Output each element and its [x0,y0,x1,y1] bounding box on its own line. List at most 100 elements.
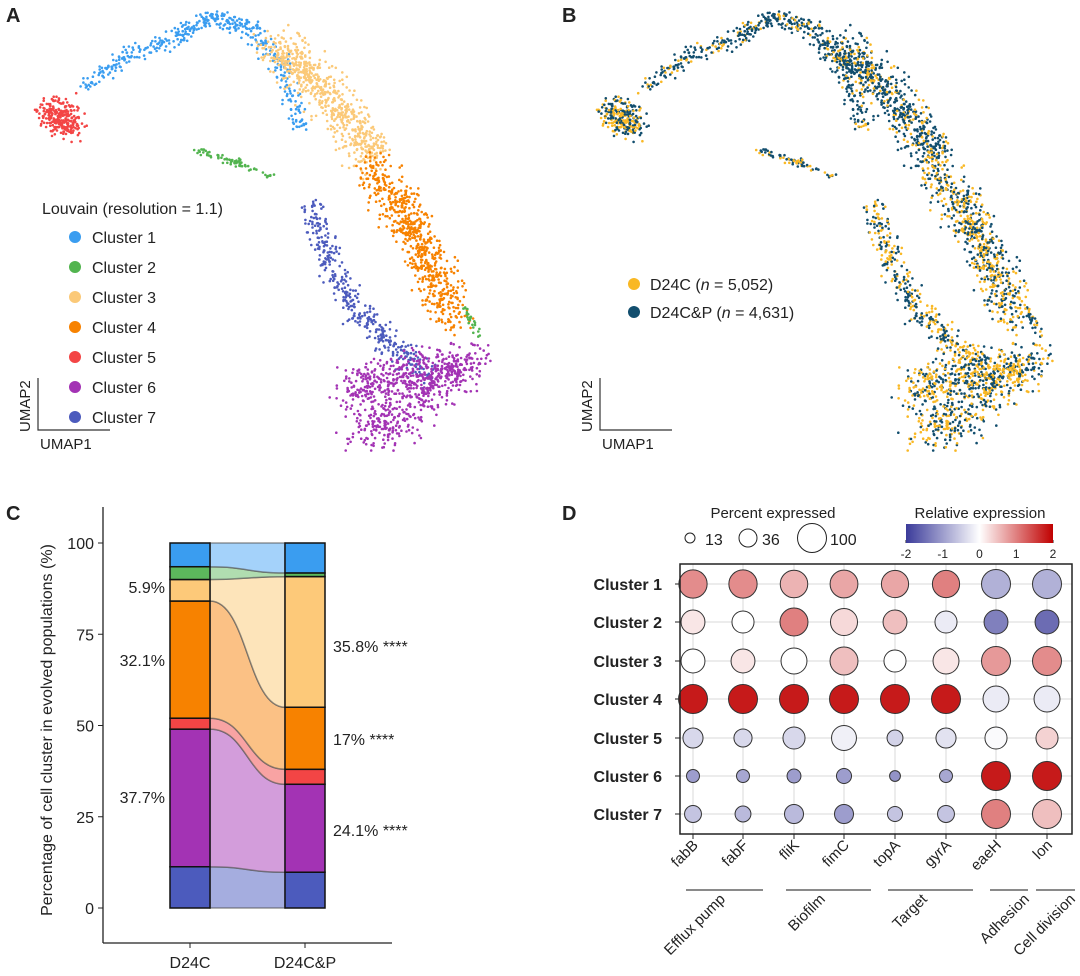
umap-point [777,22,781,26]
umap-point [1033,317,1037,320]
umap-point [348,121,351,124]
umap-point [735,26,739,30]
umap-point [861,57,865,60]
umap-point [752,35,755,38]
umap-point [395,191,398,195]
umap-point [179,38,183,42]
umap-point [464,360,468,364]
umap-point [366,311,369,314]
umap-point [614,117,617,120]
umap-point [844,52,847,55]
umap-point [875,63,879,67]
umap-point [295,69,298,72]
umap-point [241,25,245,28]
umap-point [623,121,627,124]
umap-point [43,107,46,110]
umap-point [33,108,37,112]
umap-point [254,38,257,41]
umap-point [294,57,298,61]
umap-point [269,37,273,41]
umap-point [288,89,292,93]
umap-point [351,93,355,97]
umap-point [999,278,1002,281]
umap-point [89,85,92,88]
umap-point [367,373,370,376]
umap-point [428,346,431,350]
umap-point [427,264,431,268]
umap-point [359,155,363,158]
umap-point [472,361,476,365]
umap-point [790,31,794,35]
umap-point [416,213,419,216]
umap-point [389,364,393,368]
umap-point [426,390,430,394]
umap-point [925,121,929,125]
umap-point [626,97,630,101]
umap-point [837,54,841,57]
umap-point [355,141,359,145]
umap-point [69,112,73,116]
umap-point [418,277,421,281]
umap-point [428,239,431,243]
umap-point [393,406,396,410]
umap-point [430,302,434,306]
umap-point [405,430,408,433]
umap-point [996,311,999,314]
umap-point [438,243,442,247]
umap-point [881,95,885,98]
umap-point [420,383,423,387]
umap-point [435,271,439,274]
umap-point [335,387,339,390]
umap-point [357,430,361,434]
umap-point [844,59,847,62]
umap-point [639,116,643,120]
umap-point [1024,295,1028,299]
umap-point [401,392,404,395]
umap-point [277,48,280,52]
umap-point [367,201,371,204]
umap-point [369,138,373,141]
umap-point [932,131,936,135]
umap-point [69,128,73,132]
umap-point [1002,318,1005,322]
umap-point [216,17,220,21]
umap-point [399,220,403,223]
umap-point [403,260,407,263]
umap-point [368,377,372,380]
umap-point [228,31,232,35]
umap-point [49,124,52,127]
umap-point [436,355,440,358]
umap-point [1007,271,1011,275]
umap-point [324,234,327,237]
umap-point [298,104,302,108]
umap-point [302,66,306,69]
umap-point [927,177,930,181]
umap-point [989,225,992,228]
umap-point [373,379,377,383]
umap-point [440,395,444,399]
umap-point [660,80,663,84]
umap-point [820,27,824,30]
umap-point [343,379,346,383]
umap-point [985,275,989,278]
umap-point [427,225,430,228]
umap-point [404,217,408,220]
umap-point [72,114,76,118]
umap-point [41,116,45,120]
umap-point [868,75,872,79]
umap-point [880,101,883,104]
umap-point [447,318,450,321]
umap-point [456,368,460,371]
umap-point [423,378,426,382]
umap-point [391,427,395,430]
umap-point [626,105,630,108]
umap-point [342,100,346,103]
umap-point [831,37,835,41]
umap-point [641,85,644,88]
umap-point [909,108,913,111]
umap-point [422,264,426,268]
umap-point [328,253,331,257]
umap-point [304,41,307,44]
umap-point [403,380,407,383]
umap-point [783,27,787,31]
